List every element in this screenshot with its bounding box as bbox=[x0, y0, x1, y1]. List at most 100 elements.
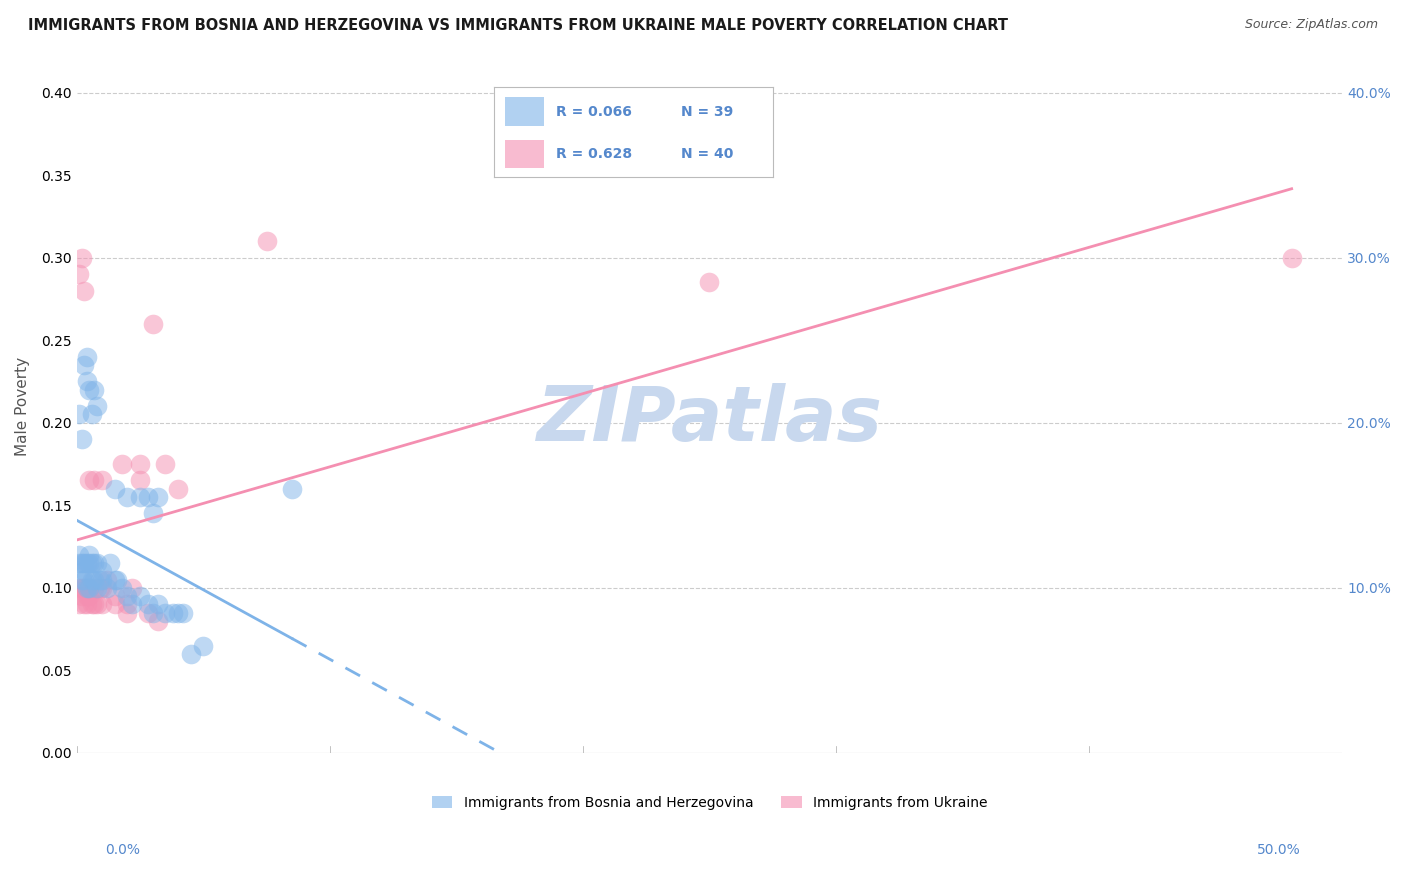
Point bbox=[80, 408, 103, 422]
Point bbox=[83, 581, 105, 595]
Point bbox=[111, 457, 134, 471]
Point bbox=[104, 573, 127, 587]
Point bbox=[86, 399, 108, 413]
Point bbox=[193, 639, 215, 653]
Point bbox=[76, 581, 98, 595]
Point bbox=[98, 556, 121, 570]
Point bbox=[155, 606, 177, 620]
Text: ZIPatlas: ZIPatlas bbox=[537, 383, 883, 457]
Point bbox=[76, 375, 98, 389]
Point bbox=[121, 597, 143, 611]
Point bbox=[104, 589, 127, 603]
Point bbox=[91, 581, 114, 595]
Point bbox=[91, 597, 114, 611]
Point bbox=[73, 564, 96, 578]
Point bbox=[167, 482, 190, 496]
Point bbox=[699, 276, 721, 290]
Point bbox=[117, 606, 139, 620]
Point bbox=[117, 490, 139, 504]
Y-axis label: Male Poverty: Male Poverty bbox=[15, 357, 30, 456]
Point bbox=[142, 507, 165, 521]
Point bbox=[136, 490, 159, 504]
Point bbox=[96, 573, 118, 587]
Point bbox=[70, 251, 93, 265]
Point bbox=[79, 581, 101, 595]
Point bbox=[67, 267, 90, 281]
Point bbox=[76, 589, 98, 603]
Point bbox=[105, 573, 128, 587]
Point bbox=[83, 597, 105, 611]
Point bbox=[121, 581, 143, 595]
Point bbox=[70, 589, 93, 603]
Point bbox=[117, 597, 139, 611]
Point bbox=[89, 573, 111, 587]
Point bbox=[79, 474, 101, 488]
Text: Source: ZipAtlas.com: Source: ZipAtlas.com bbox=[1244, 18, 1378, 31]
Point bbox=[79, 581, 101, 595]
Point bbox=[129, 589, 152, 603]
Point bbox=[76, 350, 98, 364]
Point bbox=[86, 556, 108, 570]
Point bbox=[136, 606, 159, 620]
Point bbox=[104, 482, 127, 496]
Point bbox=[80, 556, 103, 570]
Point bbox=[104, 597, 127, 611]
Point bbox=[83, 573, 105, 587]
Point bbox=[67, 548, 90, 562]
Point bbox=[142, 606, 165, 620]
Point bbox=[1281, 251, 1303, 265]
Point bbox=[146, 490, 169, 504]
Point bbox=[91, 474, 114, 488]
Point bbox=[129, 457, 152, 471]
Point bbox=[83, 556, 105, 570]
Point bbox=[80, 573, 103, 587]
Point bbox=[167, 606, 190, 620]
Point bbox=[89, 581, 111, 595]
Point bbox=[73, 556, 96, 570]
Point bbox=[73, 358, 96, 372]
Point bbox=[146, 614, 169, 628]
Text: 50.0%: 50.0% bbox=[1257, 843, 1301, 857]
Point bbox=[83, 474, 105, 488]
Point bbox=[83, 383, 105, 397]
Point bbox=[129, 490, 152, 504]
Point bbox=[67, 408, 90, 422]
Point bbox=[117, 589, 139, 603]
Point bbox=[86, 581, 108, 595]
Text: 0.0%: 0.0% bbox=[105, 843, 141, 857]
Point bbox=[73, 284, 96, 298]
Point bbox=[172, 606, 194, 620]
Point bbox=[67, 581, 90, 595]
Point bbox=[67, 556, 90, 570]
Point bbox=[73, 573, 96, 587]
Point bbox=[86, 597, 108, 611]
Point bbox=[67, 597, 90, 611]
Point bbox=[79, 383, 101, 397]
Point bbox=[96, 581, 118, 595]
Point bbox=[111, 581, 134, 595]
Point bbox=[281, 482, 304, 496]
Legend: Immigrants from Bosnia and Herzegovina, Immigrants from Ukraine: Immigrants from Bosnia and Herzegovina, … bbox=[426, 790, 993, 815]
Point bbox=[79, 548, 101, 562]
Point bbox=[79, 589, 101, 603]
Point bbox=[146, 597, 169, 611]
Point bbox=[73, 581, 96, 595]
Point bbox=[79, 556, 101, 570]
Point bbox=[73, 597, 96, 611]
Text: IMMIGRANTS FROM BOSNIA AND HERZEGOVINA VS IMMIGRANTS FROM UKRAINE MALE POVERTY C: IMMIGRANTS FROM BOSNIA AND HERZEGOVINA V… bbox=[28, 18, 1008, 33]
Point bbox=[162, 606, 184, 620]
Point bbox=[155, 457, 177, 471]
Point bbox=[136, 597, 159, 611]
Point bbox=[129, 474, 152, 488]
Point bbox=[80, 597, 103, 611]
Point bbox=[70, 432, 93, 446]
Point bbox=[142, 317, 165, 331]
Point bbox=[70, 556, 93, 570]
Point bbox=[180, 647, 202, 661]
Point bbox=[91, 564, 114, 578]
Point bbox=[256, 234, 278, 248]
Point bbox=[91, 573, 114, 587]
Point bbox=[76, 597, 98, 611]
Point bbox=[76, 556, 98, 570]
Point bbox=[70, 573, 93, 587]
